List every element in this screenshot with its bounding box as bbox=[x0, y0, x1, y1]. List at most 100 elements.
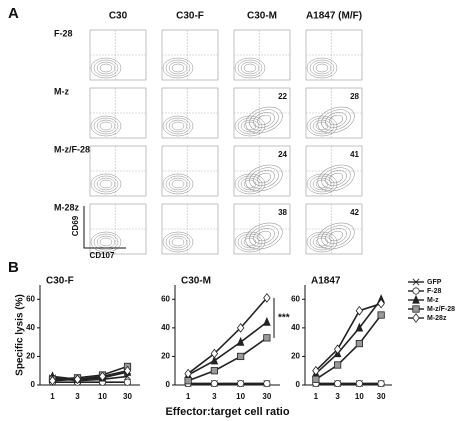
contour bbox=[171, 121, 185, 131]
contour bbox=[96, 61, 116, 75]
x-tick-label: 10 bbox=[355, 392, 364, 401]
panel-label: B bbox=[8, 259, 19, 276]
contour bbox=[253, 170, 275, 186]
legend-marker bbox=[412, 305, 420, 313]
row-label: M-28z bbox=[54, 202, 80, 212]
contour bbox=[237, 175, 263, 193]
percent-label: 22 bbox=[278, 92, 287, 101]
contour bbox=[249, 167, 279, 189]
contour bbox=[256, 114, 272, 126]
contour bbox=[234, 231, 266, 253]
contour bbox=[234, 173, 266, 195]
x-tick-label: 3 bbox=[335, 392, 340, 401]
y-tick-label: 0 bbox=[296, 380, 301, 389]
contour bbox=[249, 109, 279, 131]
chart-title: C30-M bbox=[181, 276, 211, 287]
y-tick-label: 40 bbox=[291, 323, 300, 332]
data-point bbox=[377, 298, 385, 309]
data-point bbox=[184, 368, 192, 379]
x-tick-label: 10 bbox=[236, 392, 245, 401]
contour bbox=[90, 173, 122, 195]
contour bbox=[245, 164, 283, 192]
legend-label: M-z/F-28 bbox=[427, 306, 455, 313]
data-point bbox=[123, 378, 132, 386]
contour bbox=[90, 115, 122, 137]
contour bbox=[309, 233, 335, 251]
contour bbox=[309, 59, 335, 77]
data-point bbox=[210, 379, 218, 388]
data-point bbox=[355, 339, 363, 348]
contour bbox=[317, 164, 355, 192]
contour bbox=[245, 222, 283, 250]
contour bbox=[315, 237, 329, 247]
contour bbox=[171, 63, 185, 73]
contour bbox=[234, 57, 266, 79]
contour bbox=[90, 231, 122, 253]
contour bbox=[253, 228, 275, 244]
data-point bbox=[355, 305, 364, 316]
data-point bbox=[210, 367, 218, 375]
contour bbox=[162, 173, 194, 195]
contour bbox=[321, 109, 351, 131]
legend-label: F-28 bbox=[427, 288, 442, 295]
contour bbox=[168, 119, 188, 133]
percent-label: 28 bbox=[350, 92, 359, 101]
contour bbox=[171, 179, 185, 189]
y-axis-label: Specific lysis (%) bbox=[15, 294, 26, 376]
data-point bbox=[334, 379, 342, 388]
x-tick-label: 3 bbox=[212, 392, 217, 401]
contour bbox=[165, 59, 191, 77]
legend-label: GFP bbox=[427, 279, 442, 286]
contour bbox=[243, 237, 257, 247]
row-label: M-z bbox=[54, 86, 69, 96]
contour bbox=[99, 121, 113, 131]
contour bbox=[315, 121, 329, 131]
series-line bbox=[315, 314, 382, 380]
x-tick-label: 1 bbox=[186, 392, 191, 401]
data-point bbox=[210, 355, 219, 365]
contour bbox=[96, 177, 116, 191]
contour bbox=[168, 177, 188, 191]
legend-marker bbox=[412, 294, 420, 304]
contour bbox=[93, 117, 119, 135]
contour bbox=[309, 117, 335, 135]
data-point bbox=[184, 377, 192, 385]
data-point bbox=[263, 379, 271, 388]
data-point bbox=[48, 375, 57, 386]
contour bbox=[317, 222, 355, 250]
percent-label: 38 bbox=[278, 208, 287, 217]
data-point bbox=[334, 361, 342, 369]
series-line bbox=[187, 321, 268, 376]
contour bbox=[243, 63, 257, 73]
y-tick-label: 20 bbox=[26, 352, 35, 361]
data-point bbox=[355, 322, 364, 332]
contour bbox=[99, 237, 113, 247]
contour bbox=[325, 170, 347, 186]
contour bbox=[249, 225, 279, 247]
data-point bbox=[237, 379, 245, 388]
legend-marker bbox=[412, 287, 420, 295]
contour bbox=[253, 112, 275, 128]
x-tick-label: 1 bbox=[50, 392, 55, 401]
column-header: C30 bbox=[109, 11, 128, 22]
x-axis-label: Effector:target cell ratio bbox=[165, 406, 289, 418]
data-point bbox=[263, 334, 271, 342]
contour bbox=[328, 172, 344, 184]
data-point bbox=[312, 365, 320, 376]
data-point bbox=[355, 379, 363, 388]
contour bbox=[240, 61, 260, 75]
percent-label: 41 bbox=[350, 150, 359, 159]
contour bbox=[306, 115, 338, 137]
contour bbox=[245, 106, 283, 134]
y-tick-label: 40 bbox=[26, 323, 35, 332]
contour bbox=[328, 230, 344, 242]
data-point bbox=[237, 352, 245, 361]
contour bbox=[162, 57, 194, 79]
x-tick-label: 10 bbox=[98, 392, 107, 401]
data-point bbox=[312, 375, 320, 383]
data-point bbox=[377, 311, 385, 319]
contour bbox=[312, 61, 332, 75]
contour bbox=[162, 231, 194, 253]
y-tick-label: 20 bbox=[161, 352, 170, 361]
legend-marker bbox=[412, 313, 420, 323]
